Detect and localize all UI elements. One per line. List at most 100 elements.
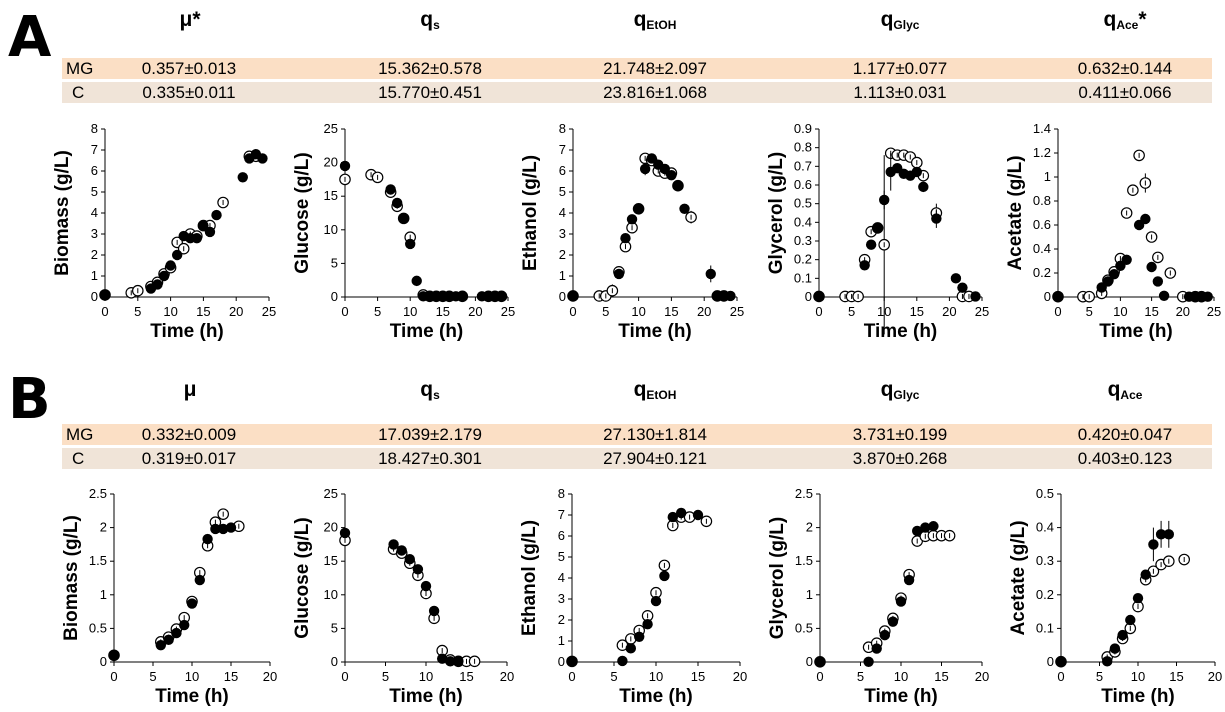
x-tick-label: 0 (816, 669, 823, 684)
y-tick-label: 0.7 (794, 158, 812, 173)
header-main: q (880, 378, 894, 401)
y-axis-title: Ethanol (g/L) (520, 155, 541, 271)
x-tick-label: 15 (224, 669, 238, 684)
y-tick-label: 0.5 (89, 620, 107, 635)
x-tick-label: 20 (697, 304, 711, 319)
y-tick-label: 10 (324, 222, 338, 237)
data-point-filled (625, 643, 636, 654)
x-axis-title: Time (h) (619, 686, 693, 707)
x-tick-label: 15 (1169, 669, 1183, 684)
x-tick-label: 0 (1057, 669, 1064, 684)
table-cell: 21.748±2.097 (603, 59, 707, 78)
data-point-filled (1132, 592, 1144, 604)
data-point-filled (911, 166, 922, 178)
y-tick-label: 6 (91, 163, 98, 178)
x-tick-label: 25 (501, 304, 515, 319)
y-tick-label: 0.2 (1033, 265, 1051, 280)
data-point-filled (496, 291, 507, 302)
data-point-filled (865, 239, 877, 250)
data-point-filled (1102, 276, 1114, 287)
header-qetoh-b: qEtOH (634, 378, 677, 402)
y-tick-label: 2 (558, 612, 565, 627)
y-axis-title: Glycerol (g/L) (767, 517, 788, 639)
chart-9: 0 0.5 1 1.5 2 2.5 0 5 10 15 20 Time (h) Glycerol (g/… (767, 486, 989, 707)
data-point-filled (895, 596, 907, 607)
header-main: q (420, 8, 434, 31)
y-tick-label: 0 (1044, 289, 1051, 304)
data-point-filled (194, 574, 205, 586)
y-tick-label: 8 (91, 121, 98, 136)
data-point-filled (99, 289, 111, 301)
y-tick-label: 0 (331, 289, 338, 304)
data-point-filled (1052, 291, 1064, 302)
data-point-filled (211, 209, 222, 221)
data-point-filled (210, 523, 221, 535)
data-point-filled (659, 163, 671, 175)
y-tick-label: 0.3 (794, 233, 812, 248)
data-point-filled (931, 213, 942, 224)
data-point-filled (646, 153, 657, 164)
table-cell: 0.332±0.009 (141, 425, 237, 444)
series-filled-markers (99, 149, 268, 301)
data-point-filled (202, 533, 213, 545)
data-point-filled (1158, 290, 1170, 301)
x-tick-label: 0 (110, 669, 117, 684)
data-point-filled (428, 605, 440, 617)
y-axis-title: Acetate (g/L) (1008, 520, 1029, 635)
y-tick-label: 15 (324, 553, 338, 568)
y-tick-label: 0.8 (794, 140, 812, 155)
data-point-filled (617, 655, 628, 667)
series-filled-markers (339, 527, 464, 667)
x-tick-label: 0 (1054, 304, 1061, 319)
row-label: MG (66, 59, 94, 78)
series-open-markers (814, 529, 956, 668)
header-main: q (633, 378, 647, 401)
y-tick-label: 1 (558, 633, 565, 648)
y-tick-label: 0.1 (794, 270, 812, 285)
x-tick-label: 15 (934, 669, 948, 684)
row-label: MG (66, 425, 94, 444)
data-point-filled (412, 564, 424, 575)
y-tick-label: 3 (91, 226, 98, 241)
data-point-filled (1121, 254, 1132, 265)
table-cell: 0.420±0.047 (1077, 425, 1173, 444)
y-tick-label: 25 (324, 486, 338, 501)
y-tick-label: 1.5 (795, 553, 813, 568)
y-tick-label: 2.5 (795, 486, 813, 501)
header-sub: Glyc (893, 388, 920, 402)
data-point-filled (566, 656, 578, 667)
data-point-filled (626, 214, 638, 225)
y-axis-title: Glucose (g/L) (292, 152, 313, 273)
header-sub: s (433, 388, 440, 402)
x-tick-label: 10 (419, 669, 433, 684)
y-tick-label: 0.9 (794, 121, 812, 136)
table-cell: 0.403±0.123 (1077, 449, 1173, 468)
data-point-filled (411, 275, 422, 287)
data-point-filled (871, 643, 882, 654)
y-tick-label: 1 (1044, 169, 1051, 184)
table-row-c-a: C 0.335±0.011 15.770±0.451 23.816±1.068 … (62, 82, 1212, 103)
data-point-filled (672, 180, 684, 191)
y-tick-label: 3 (558, 591, 565, 606)
data-point-filled (1055, 656, 1067, 667)
x-tick-label: 5 (602, 304, 609, 319)
data-point-filled (1146, 261, 1157, 273)
header-sub: Ace (1116, 18, 1139, 32)
y-tick-label: 0.2 (794, 252, 812, 267)
x-axis-title: Time (h) (864, 321, 938, 342)
header-qace-b: qAce (1108, 378, 1143, 402)
y-tick-label: 0 (331, 654, 338, 669)
y-tick-label: 0 (100, 654, 107, 669)
x-tick-label: 5 (1086, 304, 1093, 319)
row-label: C (72, 83, 85, 102)
header-qglyc-a: qGlyc (881, 8, 920, 32)
x-tick-label: 10 (894, 669, 908, 684)
data-point-filled (912, 525, 923, 537)
data-point-filled (725, 290, 736, 302)
y-tick-label: 15 (324, 188, 338, 203)
header-sub: Ace (1120, 388, 1143, 402)
header-sub: EtOH (646, 388, 677, 402)
y-tick-label: 1.4 (1033, 121, 1051, 136)
table-cell: 15.362±0.578 (378, 59, 482, 78)
data-point-filled (642, 619, 653, 630)
